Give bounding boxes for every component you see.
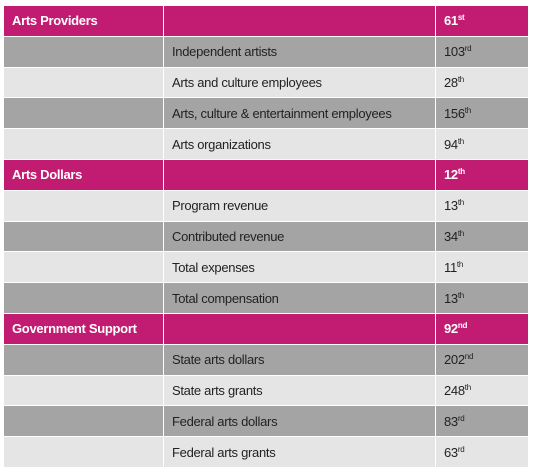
rank: 13 [444,198,458,214]
rank: 11 [444,259,457,275]
rank-suffix: th [464,382,471,392]
empty-cell [3,35,164,68]
rank-suffix: th [457,290,464,300]
rank: 12 [444,167,458,183]
rank-cell: 61st [435,5,529,37]
section-row: Arts Providers 61st [3,5,529,37]
rank-suffix: th [457,198,464,208]
data-row: Arts organizations 94th [3,128,529,160]
empty-cell [3,220,164,253]
row-label: State arts grants [163,374,436,407]
section-title: Arts Dollars [3,158,164,191]
rank: 63 [444,444,458,460]
section-row: Arts Dollars 12th [3,158,529,191]
rank-cell: 103rd [435,35,529,68]
row-label: Federal arts dollars [163,405,436,438]
empty-cell [3,251,164,284]
row-label: Contributed revenue [163,220,436,253]
data-row: Arts and culture employees 28th [3,66,529,99]
rank-suffix: nd [464,352,474,362]
rank-cell: 92nd [435,312,529,345]
empty-cell [3,436,164,468]
data-row: Total expenses 11th [3,251,529,284]
rank: 61 [444,13,458,29]
rank: 92 [444,321,458,337]
rank-suffix: rd [457,444,465,454]
empty-cell [163,158,436,191]
rank-cell: 156th [435,97,529,130]
row-label: State arts dollars [163,343,436,376]
empty-cell [3,97,164,130]
row-label: Total compensation [163,282,436,314]
row-label: Arts and culture employees [163,66,436,99]
rank-suffix: nd [457,321,468,331]
data-row: State arts dollars 202nd [3,343,529,376]
empty-cell [3,374,164,407]
rank-suffix: th [457,167,465,177]
data-row: Federal arts grants 63rd [3,436,529,468]
row-label: Program revenue [163,189,436,222]
rank-suffix: st [457,13,465,23]
section-row: Government Support 92nd [3,312,529,345]
rank-cell: 11th [435,251,529,284]
row-label: Federal arts grants [163,436,436,468]
rank: 94 [444,136,458,152]
rankings-table: Arts Providers 61st Independent artists 103… [3,5,529,468]
rank-cell: 63rd [435,436,529,468]
rank-cell: 202nd [435,343,529,376]
data-row: Independent artists 103rd [3,35,529,68]
data-row: Total compensation 13th [3,282,529,314]
empty-cell [3,405,164,438]
rank-cell: 13th [435,282,529,314]
data-row: Arts, culture & entertainment employees 1… [3,97,529,130]
row-label: Arts, culture & entertainment employees [163,97,436,130]
row-label: Independent artists [163,35,436,68]
row-label: Arts organizations [163,128,436,160]
rank-suffix: th [464,105,471,115]
rank-cell: 12th [435,158,529,191]
rank: 83 [444,413,458,429]
rank-cell: 248th [435,374,529,407]
rank-suffix: th [457,228,464,238]
rank: 103 [444,44,465,60]
rank: 13 [444,290,458,306]
empty-cell [3,128,164,160]
rank-cell: 83rd [435,405,529,438]
rank-suffix: rd [457,413,465,423]
empty-cell [3,343,164,376]
rank-suffix: rd [464,44,472,54]
data-row: Federal arts dollars 83rd [3,405,529,438]
rank-cell: 34th [435,220,529,253]
row-label: Total expenses [163,251,436,284]
section-title: Government Support [3,312,164,345]
section-title: Arts Providers [3,5,164,37]
rank: 156 [444,105,465,121]
data-row: Contributed revenue 34th [3,220,529,253]
empty-cell [3,189,164,222]
empty-cell [3,66,164,99]
rank-suffix: th [456,259,463,269]
rank-cell: 28th [435,66,529,99]
rank: 248 [444,382,465,398]
table-body: Arts Providers 61st Independent artists 103… [3,5,529,468]
rank: 28 [444,74,458,90]
rank-cell: 13th [435,189,529,222]
empty-cell [163,312,436,345]
data-row: State arts grants 248th [3,374,529,407]
empty-cell [3,282,164,314]
rank-cell: 94th [435,128,529,160]
empty-cell [163,5,436,37]
rank-suffix: th [457,74,464,84]
rank-suffix: th [457,136,464,146]
data-row: Program revenue 13th [3,189,529,222]
rank: 202 [444,352,465,368]
rank: 34 [444,228,458,244]
